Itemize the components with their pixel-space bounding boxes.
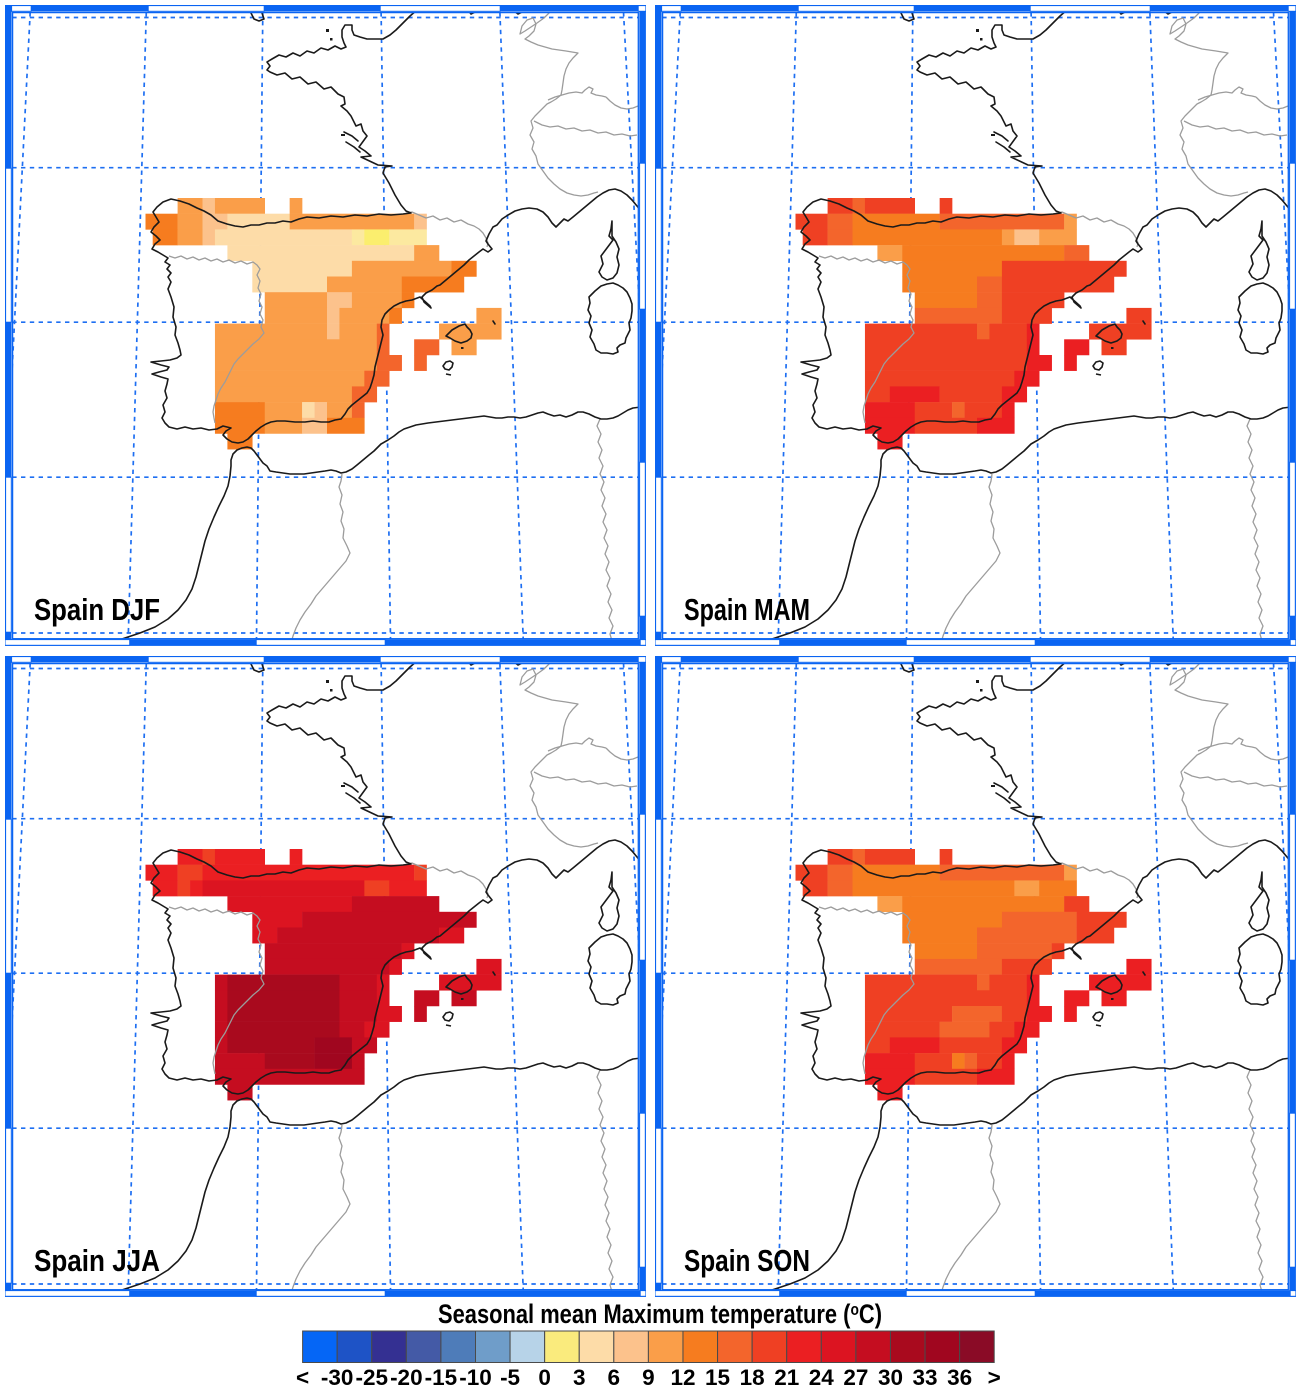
svg-text:0: 0 [538,1365,551,1390]
svg-text:<: < [296,1365,309,1390]
svg-text:15: 15 [705,1365,730,1390]
svg-text:>: > [988,1365,1001,1390]
svg-text:24: 24 [809,1365,835,1390]
svg-text:9: 9 [642,1365,655,1390]
svg-text:Spain MAM: Spain MAM [684,592,810,627]
svg-text:12: 12 [670,1365,695,1390]
svg-text:18: 18 [740,1365,765,1390]
svg-text:Spain JJA: Spain JJA [34,1243,160,1278]
svg-text:3: 3 [573,1365,586,1390]
svg-text:21: 21 [774,1365,799,1390]
svg-text:36: 36 [947,1365,972,1390]
svg-text:Spain DJF: Spain DJF [34,592,160,627]
svg-text:-30: -30 [321,1365,354,1390]
svg-text:-15: -15 [425,1365,458,1390]
svg-text:-5: -5 [500,1365,520,1390]
svg-text:-20: -20 [390,1365,423,1390]
svg-text:6: 6 [608,1365,621,1390]
svg-text:Spain SON: Spain SON [684,1243,810,1278]
svg-text:Seasonal mean Maximum temperat: Seasonal mean Maximum temperature (oC) [438,1299,882,1329]
svg-text:30: 30 [878,1365,903,1390]
svg-text:-25: -25 [355,1365,388,1390]
svg-text:33: 33 [913,1365,938,1390]
svg-text:-10: -10 [459,1365,492,1390]
svg-text:27: 27 [843,1365,868,1390]
